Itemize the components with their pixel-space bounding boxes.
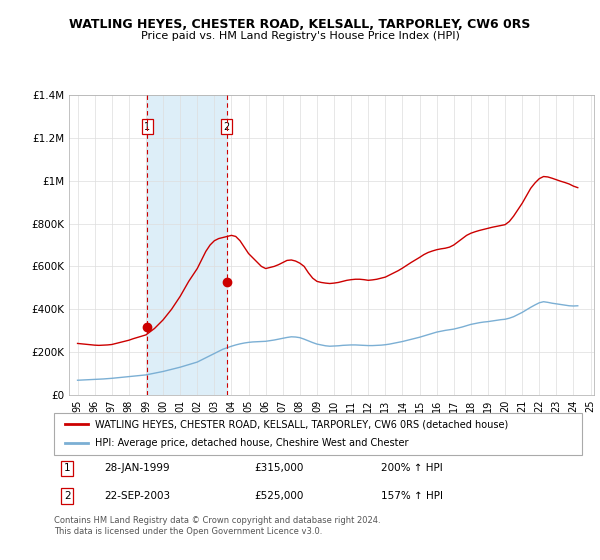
Text: Contains HM Land Registry data © Crown copyright and database right 2024.
This d: Contains HM Land Registry data © Crown c… bbox=[54, 516, 380, 536]
Text: 28-JAN-1999: 28-JAN-1999 bbox=[104, 463, 170, 473]
Text: WATLING HEYES, CHESTER ROAD, KELSALL, TARPORLEY, CW6 0RS (detached house): WATLING HEYES, CHESTER ROAD, KELSALL, TA… bbox=[95, 419, 508, 429]
Text: 22-SEP-2003: 22-SEP-2003 bbox=[104, 491, 170, 501]
Text: 2: 2 bbox=[64, 491, 71, 501]
Text: 200% ↑ HPI: 200% ↑ HPI bbox=[382, 463, 443, 473]
Bar bbox=[147, 95, 227, 395]
Text: 1: 1 bbox=[64, 463, 71, 473]
Text: £315,000: £315,000 bbox=[254, 463, 304, 473]
Text: Price paid vs. HM Land Registry's House Price Index (HPI): Price paid vs. HM Land Registry's House … bbox=[140, 31, 460, 41]
Text: 157% ↑ HPI: 157% ↑ HPI bbox=[382, 491, 443, 501]
Text: 1: 1 bbox=[144, 122, 150, 132]
Text: £525,000: £525,000 bbox=[254, 491, 304, 501]
FancyBboxPatch shape bbox=[54, 413, 582, 455]
Text: 2: 2 bbox=[224, 122, 230, 132]
Text: HPI: Average price, detached house, Cheshire West and Chester: HPI: Average price, detached house, Ches… bbox=[95, 438, 409, 449]
Text: WATLING HEYES, CHESTER ROAD, KELSALL, TARPORLEY, CW6 0RS: WATLING HEYES, CHESTER ROAD, KELSALL, TA… bbox=[70, 18, 530, 31]
